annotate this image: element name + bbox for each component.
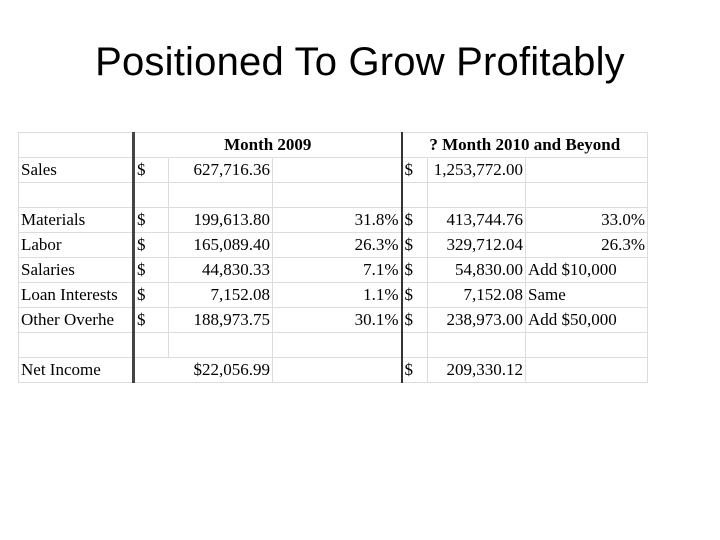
- currency-2010: $: [401, 307, 428, 333]
- income-table: Month 2009 ? Month 2010 and Beyond Sales…: [18, 132, 648, 383]
- empty-cell: [272, 182, 403, 208]
- currency-2010: $: [401, 157, 428, 183]
- empty-cell: [18, 182, 135, 208]
- note-2010: Add $10,000: [525, 257, 648, 283]
- empty-cell: [401, 332, 428, 358]
- value-2009: 627,716.36: [168, 157, 273, 183]
- table-row-other-overhead: Other Overhe $ 188,973.75 30.1% $ 238,97…: [18, 307, 648, 333]
- value-2009: 7,152.08: [168, 282, 273, 308]
- currency-2009: $: [133, 232, 169, 258]
- value-2010: 238,973.00: [427, 307, 526, 333]
- row-label: Loan Interests: [18, 282, 135, 308]
- empty-cell: [168, 182, 273, 208]
- value-2009: 44,830.33: [168, 257, 273, 283]
- table-row-labor: Labor $ 165,089.40 26.3% $ 329,712.04 26…: [18, 232, 648, 258]
- net-income-row: Net Income $22,056.99 $ 209,330.12: [18, 357, 648, 383]
- empty-cell: [168, 332, 273, 358]
- header-blank-cell: [18, 132, 135, 158]
- currency-2010: $: [401, 257, 428, 283]
- empty-cell: [427, 332, 526, 358]
- note-2010: 26.3%: [525, 232, 648, 258]
- currency-2010: $: [401, 207, 428, 233]
- percent-2009: 30.1%: [272, 307, 403, 333]
- empty-cell: [525, 157, 648, 183]
- table-row-materials: Materials $ 199,613.80 31.8% $ 413,744.7…: [18, 207, 648, 233]
- value-2010: 54,830.00: [427, 257, 526, 283]
- currency-2009: $: [133, 257, 169, 283]
- row-label: Labor: [18, 232, 135, 258]
- currency-2010: $: [401, 282, 428, 308]
- currency-2009: $: [133, 157, 169, 183]
- empty-cell: [401, 182, 428, 208]
- row-label: Net Income: [18, 357, 135, 383]
- header-2009: Month 2009: [133, 132, 403, 158]
- note-2010: 33.0%: [525, 207, 648, 233]
- currency-2010: $: [401, 357, 428, 383]
- value-2010: 1,253,772.00: [427, 157, 526, 183]
- empty-cell: [272, 332, 403, 358]
- empty-cell: [272, 157, 403, 183]
- blank-row: [18, 182, 648, 208]
- slide-title: Positioned To Grow Profitably: [95, 40, 625, 84]
- value-2010: 7,152.08: [427, 282, 526, 308]
- empty-cell: [133, 182, 169, 208]
- percent-2009: 7.1%: [272, 257, 403, 283]
- value-2009: 188,973.75: [168, 307, 273, 333]
- note-2010: Same: [525, 282, 648, 308]
- table-row-loan-interests: Loan Interests $ 7,152.08 1.1% $ 7,152.0…: [18, 282, 648, 308]
- note-2010: Add $50,000: [525, 307, 648, 333]
- empty-cell: [525, 357, 648, 383]
- row-label: Other Overhe: [18, 307, 135, 333]
- value-2010: 209,330.12: [427, 357, 526, 383]
- value-2009: 199,613.80: [168, 207, 273, 233]
- empty-cell: [133, 332, 169, 358]
- value-2010: 413,744.76: [427, 207, 526, 233]
- empty-cell: [525, 182, 648, 208]
- value-2009: 165,089.40: [168, 232, 273, 258]
- sales-row: Sales $ 627,716.36 $ 1,253,772.00: [18, 157, 648, 183]
- row-label: Materials: [18, 207, 135, 233]
- header-row: Month 2009 ? Month 2010 and Beyond: [18, 132, 648, 158]
- value-2009: $22,056.99: [133, 357, 273, 383]
- percent-2009: 1.1%: [272, 282, 403, 308]
- row-label: Salaries: [18, 257, 135, 283]
- empty-cell: [272, 357, 403, 383]
- currency-2009: $: [133, 307, 169, 333]
- value-2010: 329,712.04: [427, 232, 526, 258]
- empty-cell: [18, 332, 135, 358]
- currency-2010: $: [401, 232, 428, 258]
- percent-2009: 31.8%: [272, 207, 403, 233]
- empty-cell: [427, 182, 526, 208]
- table-row-salaries: Salaries $ 44,830.33 7.1% $ 54,830.00 Ad…: [18, 257, 648, 283]
- percent-2009: 26.3%: [272, 232, 403, 258]
- currency-2009: $: [133, 207, 169, 233]
- row-label: Sales: [18, 157, 135, 183]
- header-2010: ? Month 2010 and Beyond: [401, 132, 648, 158]
- blank-row: [18, 332, 648, 358]
- currency-2009: $: [133, 282, 169, 308]
- empty-cell: [525, 332, 648, 358]
